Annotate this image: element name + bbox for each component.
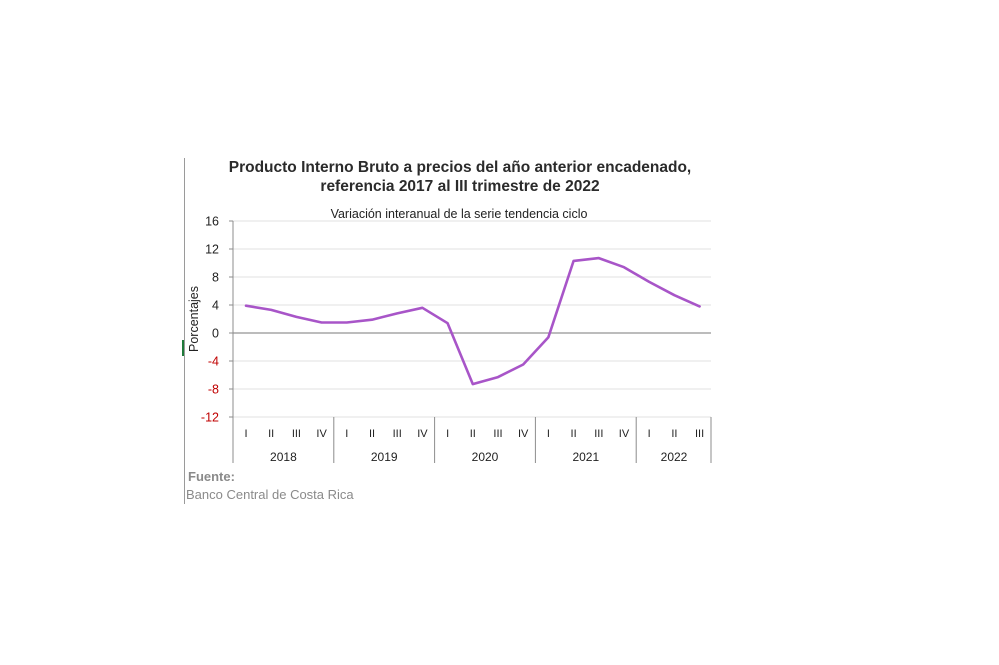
source-label: Fuente:: [188, 469, 235, 484]
x-quarter-label: IV: [417, 428, 428, 440]
x-quarter-label: III: [594, 428, 603, 440]
x-quarter-label: II: [571, 428, 577, 440]
x-quarter-label: I: [648, 428, 651, 440]
chart-title: Producto Interno Bruto a precios del año…: [185, 158, 735, 196]
y-tick-label: -8: [208, 383, 219, 397]
x-quarter-label: III: [393, 428, 402, 440]
chart-title-line-1: Producto Interno Bruto a precios del año…: [228, 159, 692, 176]
x-quarter-label: II: [268, 428, 274, 440]
x-year-label: 2018: [270, 450, 297, 464]
left-border-rule: [184, 158, 185, 504]
source-text: Banco Central de Costa Rica: [186, 487, 354, 502]
y-tick-label: 16: [205, 215, 219, 229]
x-quarter-label: II: [671, 428, 677, 440]
x-quarter-label: IV: [316, 428, 327, 440]
x-year-label: 2021: [572, 450, 599, 464]
chart-title-line-2: referencia 2017 al III trimestre de 2022: [320, 178, 600, 195]
y-tick-label: -4: [208, 355, 219, 369]
left-border-mark: [182, 340, 184, 356]
x-year-label: 2022: [661, 450, 688, 464]
y-axis-label: Porcentajes: [187, 286, 201, 352]
x-quarter-label: IV: [619, 428, 630, 440]
x-quarter-label: III: [292, 428, 301, 440]
x-year-label: 2019: [371, 450, 398, 464]
x-quarter-label: II: [369, 428, 375, 440]
x-quarter-label: I: [345, 428, 348, 440]
x-year-label: 2020: [472, 450, 499, 464]
y-tick-label: -12: [201, 411, 219, 425]
y-tick-label: 4: [212, 299, 219, 313]
x-quarter-label: I: [244, 428, 247, 440]
x-quarter-label: I: [547, 428, 550, 440]
y-tick-label: 8: [212, 271, 219, 285]
x-quarter-label: III: [493, 428, 502, 440]
x-quarter-label: III: [695, 428, 704, 440]
x-quarter-label: IV: [518, 428, 529, 440]
y-tick-label: 12: [205, 243, 219, 257]
chart-subtitle: Variación interanual de la serie tendenc…: [331, 207, 588, 221]
x-quarter-label: I: [446, 428, 449, 440]
y-tick-label: 0: [212, 327, 219, 341]
x-quarter-label: II: [470, 428, 476, 440]
